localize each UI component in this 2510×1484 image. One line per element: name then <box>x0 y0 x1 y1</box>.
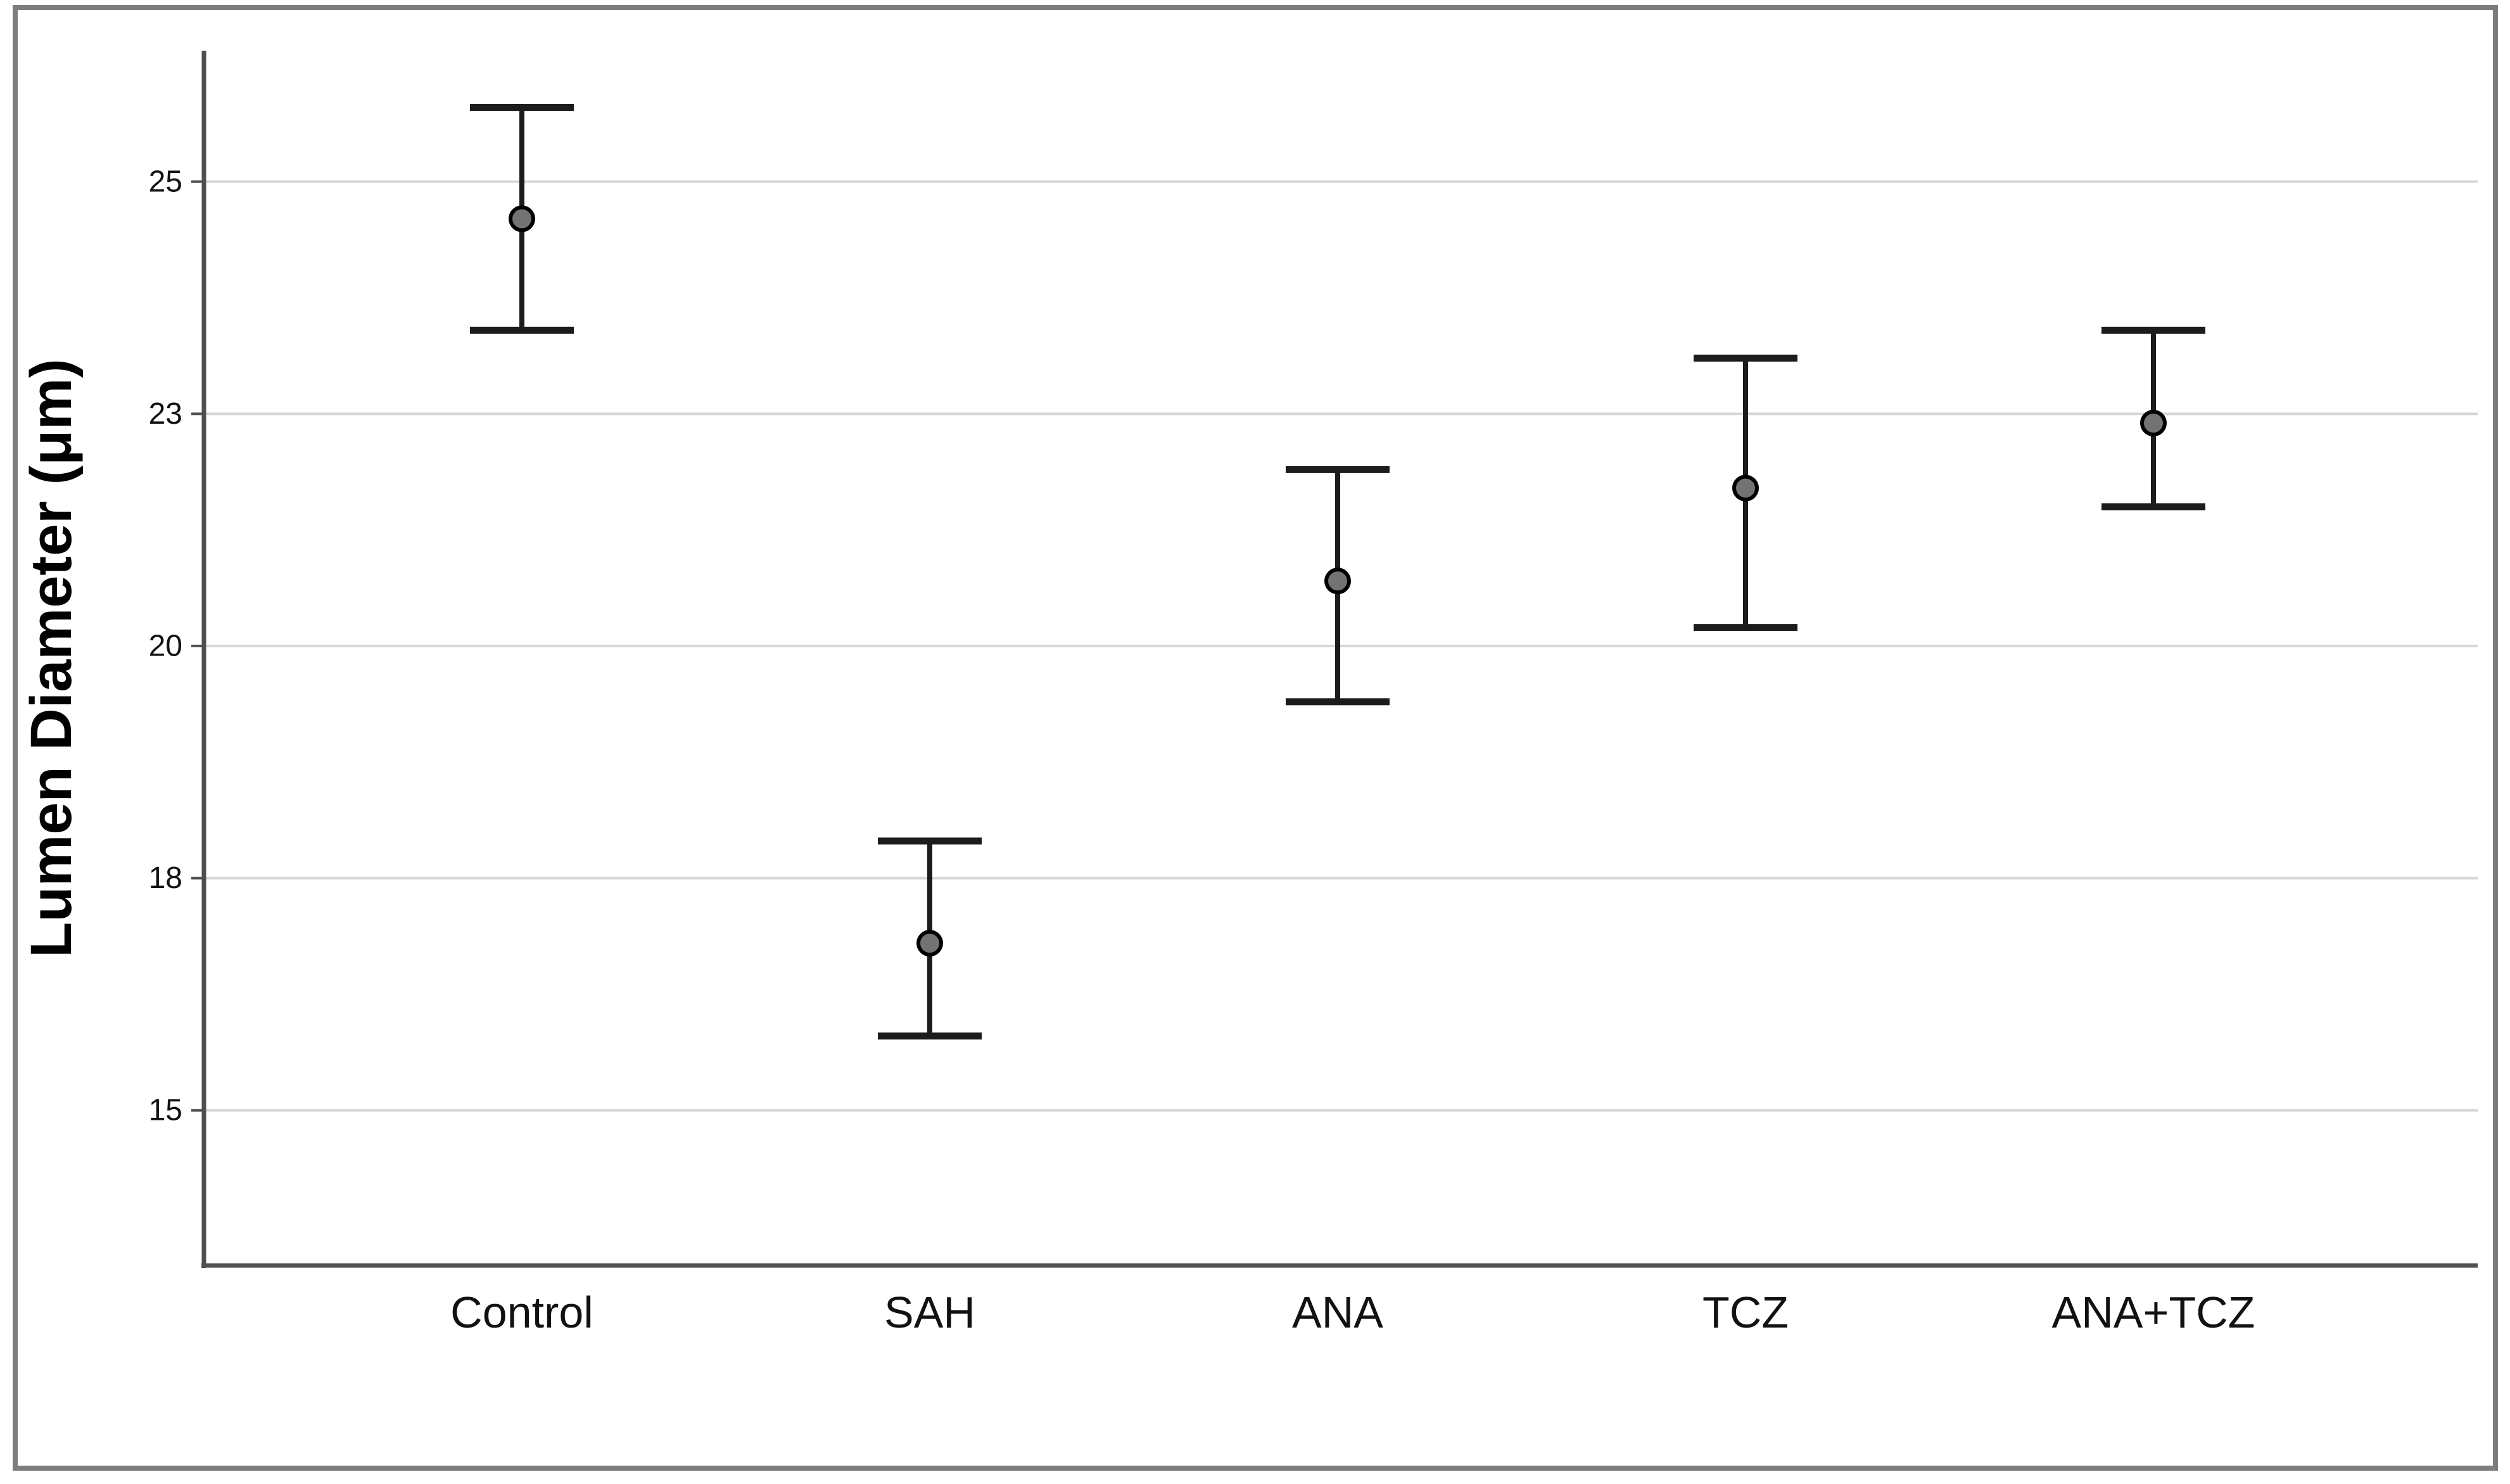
errorbar-tcz <box>1694 354 1797 631</box>
x-category-label: SAH <box>884 1288 975 1337</box>
y-tick-label: 18 <box>149 861 182 895</box>
y-tick-group: 25 23 20 18 15 <box>149 165 204 1127</box>
x-category-label: ANA <box>1292 1288 1383 1337</box>
errorbar-sah <box>878 837 982 1040</box>
x-category-label: Control <box>450 1288 593 1337</box>
x-category-label: ANA+TCZ <box>2052 1288 2255 1337</box>
errorbar-control <box>470 103 574 334</box>
y-tick-label: 23 <box>149 397 182 431</box>
figure-border <box>13 5 2498 1471</box>
errorbar-ana <box>1286 466 1390 706</box>
mean-marker <box>2140 410 2167 437</box>
x-category-label: TCZ <box>1702 1288 1789 1337</box>
y-tick-label: 25 <box>149 165 182 198</box>
mean-marker <box>1324 568 1351 595</box>
mean-marker <box>1732 474 1759 502</box>
errorbar-ana-tcz <box>2101 326 2205 511</box>
gridlines <box>204 180 2478 1112</box>
x-category-labels: Control SAH ANA TCZ ANA+TCZ <box>450 1288 2255 1337</box>
y-tick-label: 15 <box>149 1094 182 1127</box>
y-axis-title: Lumen Diameter (μm) <box>19 358 84 958</box>
mean-marker <box>916 930 943 957</box>
y-tick-label: 20 <box>149 629 182 663</box>
errorbar-series <box>470 103 2205 1040</box>
mean-marker <box>509 205 535 232</box>
